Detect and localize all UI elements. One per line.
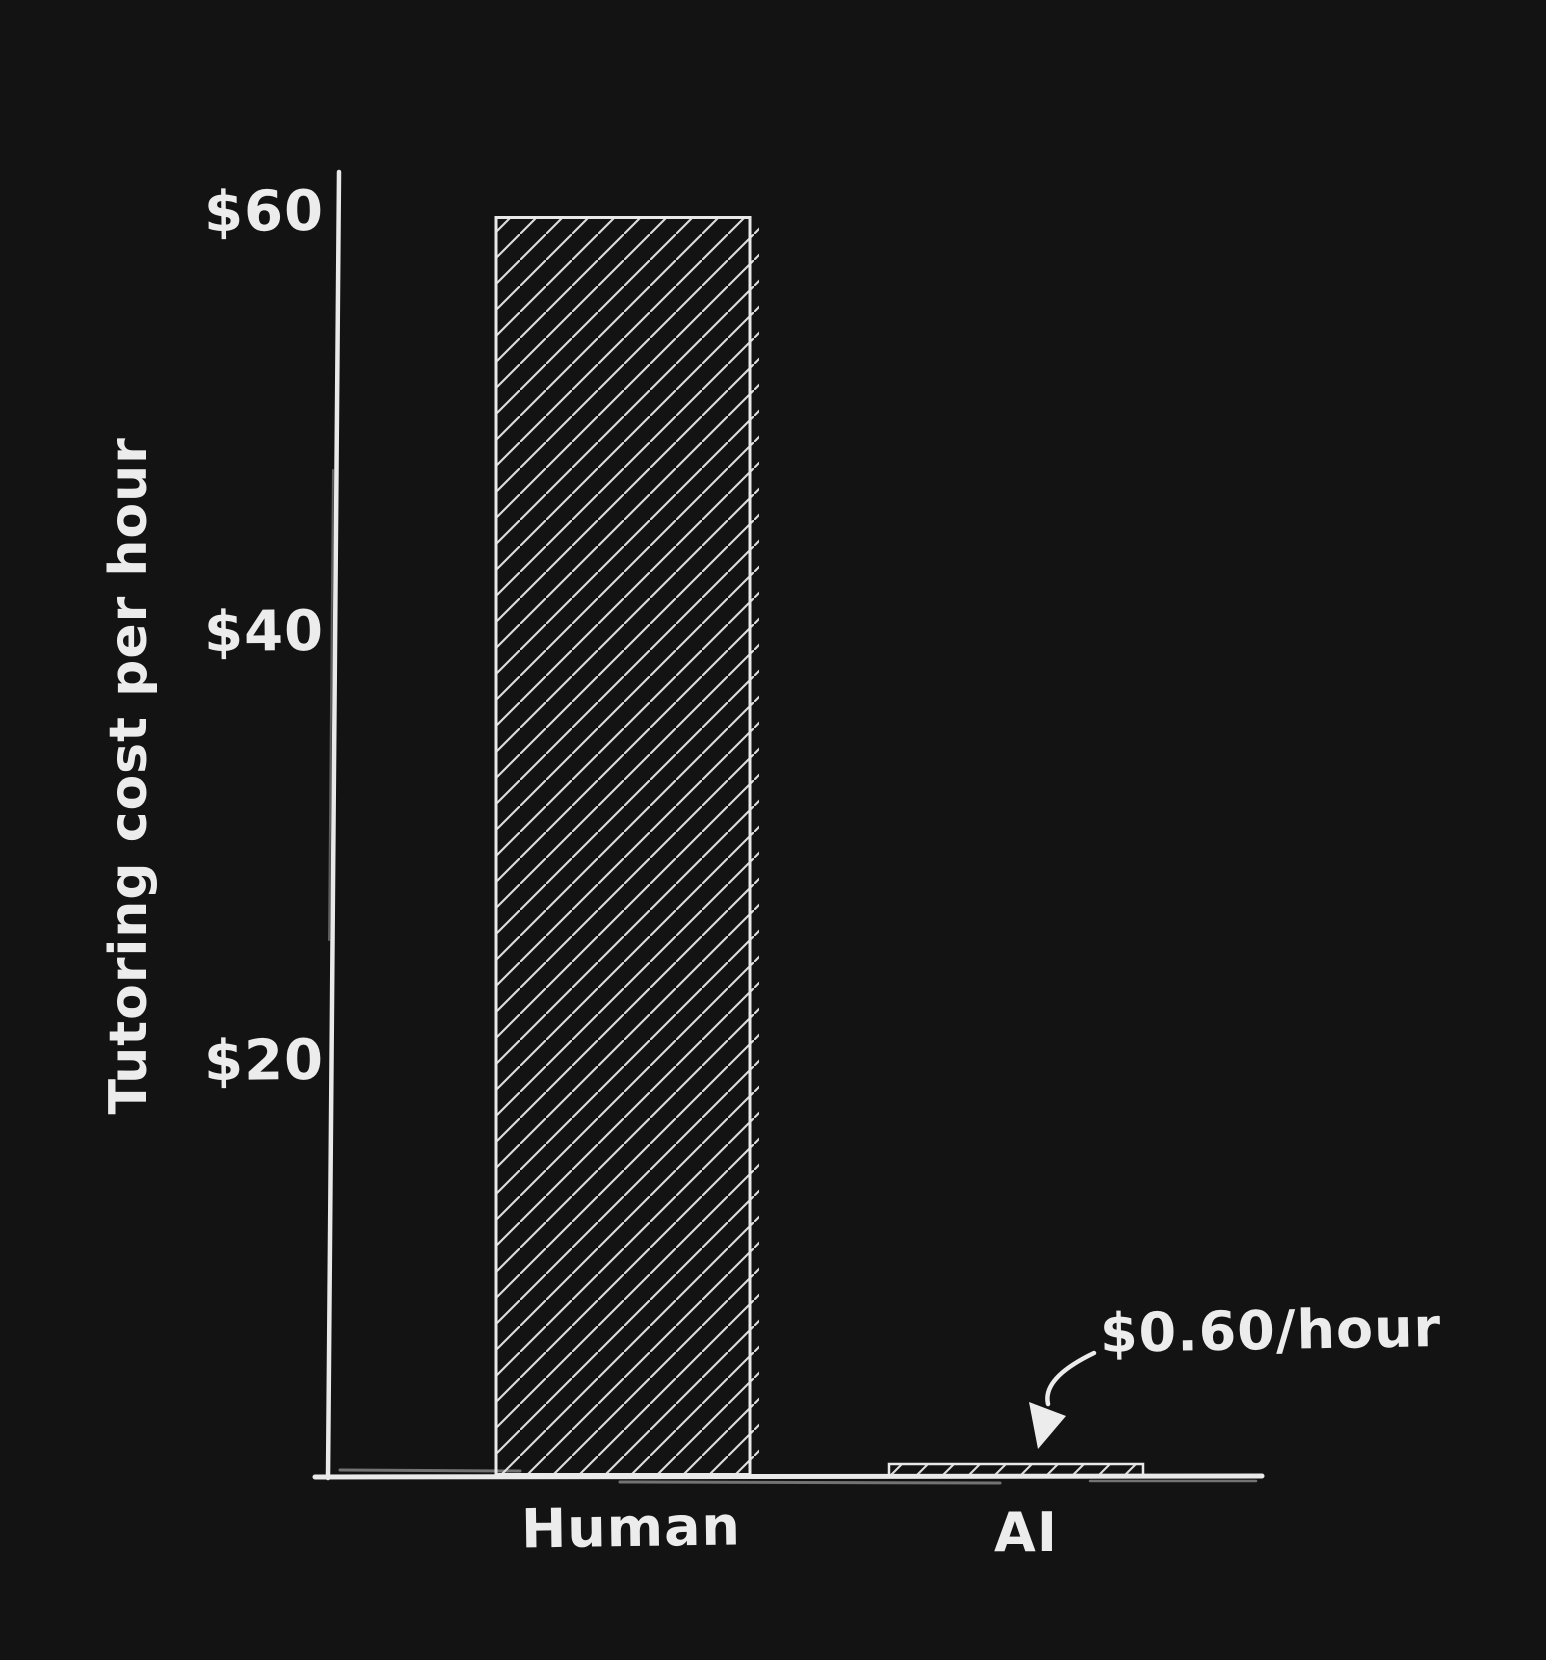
y-tick-label-60: $60 xyxy=(203,178,325,246)
category-label-human: Human xyxy=(520,1494,742,1561)
category-label-ai: AI xyxy=(994,1501,1058,1564)
x-axis-line xyxy=(312,1468,1265,1485)
y-axis-line xyxy=(325,169,342,1481)
annotation-arrow xyxy=(1029,1350,1097,1449)
human-bar xyxy=(494,216,759,1476)
annotation-text: $0.60/hour xyxy=(1099,1296,1442,1365)
y-axis-title: Tutoring cost per hour xyxy=(99,437,160,1115)
arrowhead-icon xyxy=(1029,1402,1066,1449)
